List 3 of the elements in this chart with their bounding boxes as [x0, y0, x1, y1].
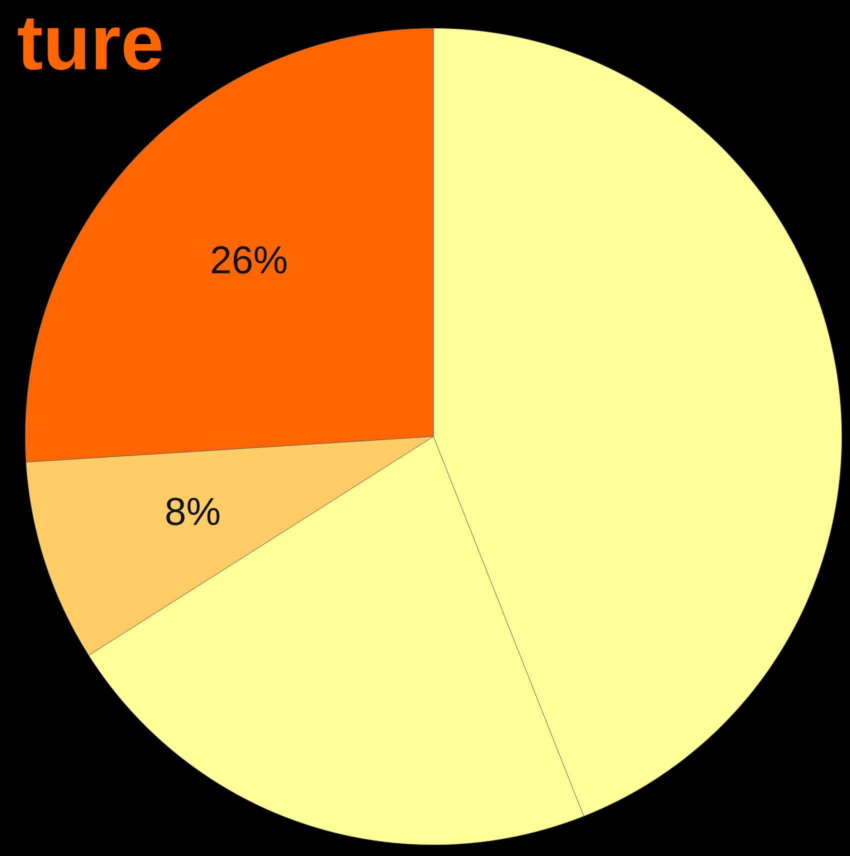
data-label: 26% — [212, 246, 286, 274]
chart-title: ture — [18, 18, 162, 70]
data-label: 8% — [166, 498, 220, 526]
